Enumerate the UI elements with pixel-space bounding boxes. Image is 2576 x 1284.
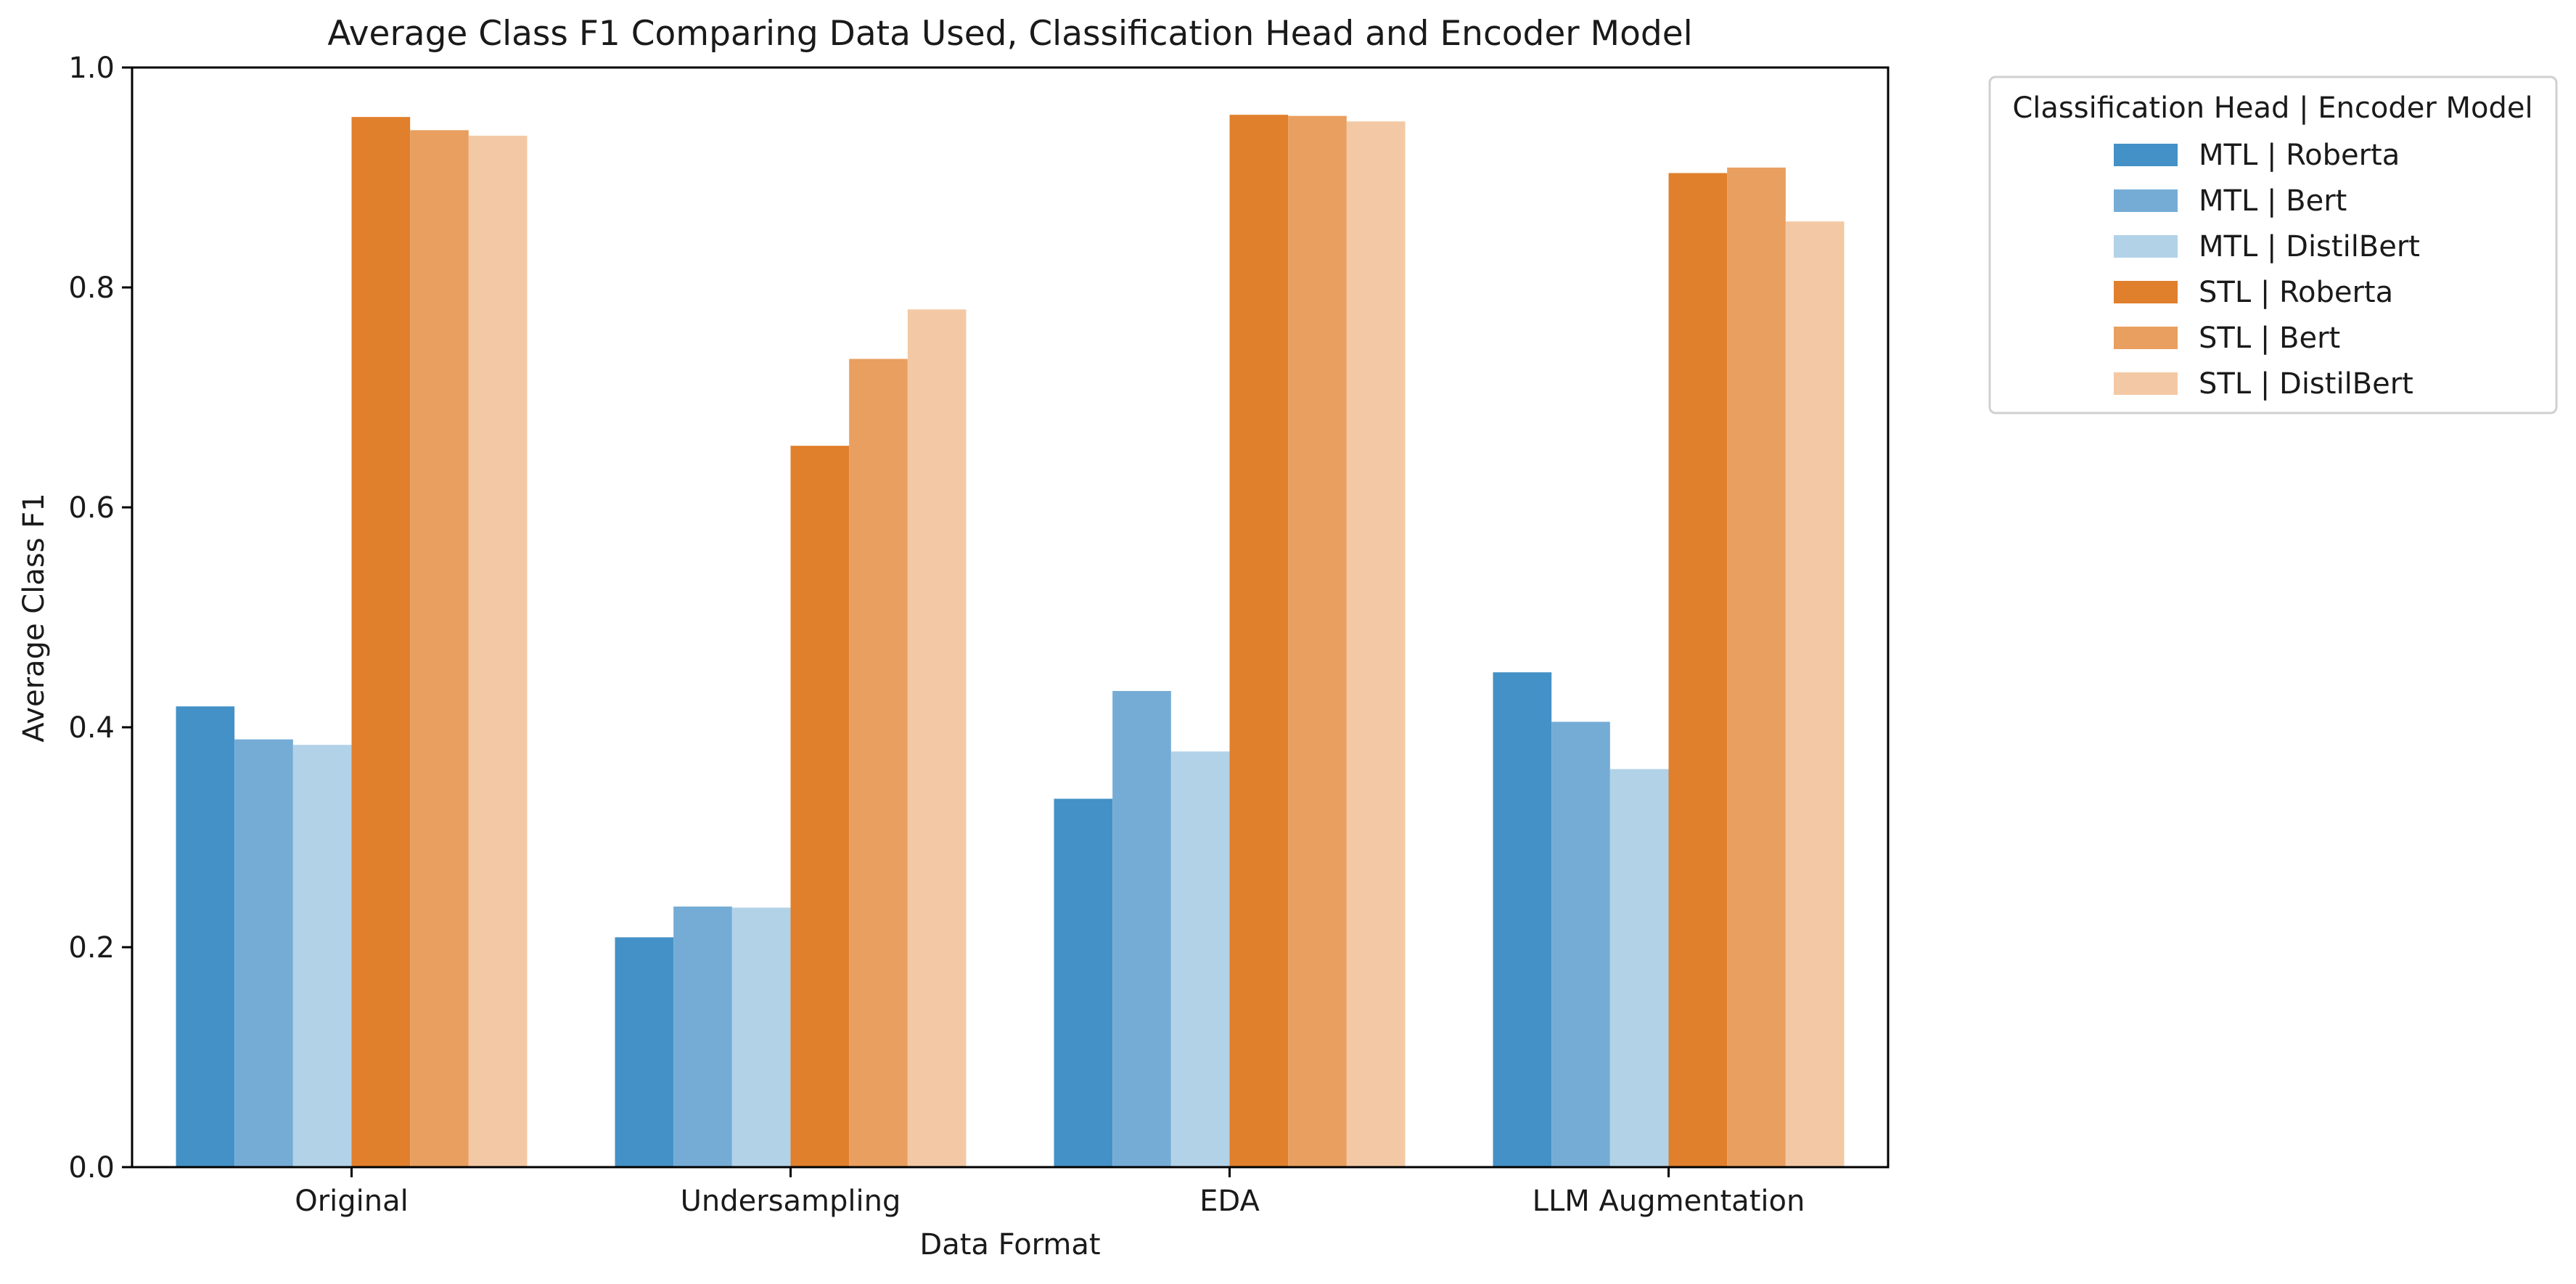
bar-mtl-roberta-undersampling — [615, 937, 674, 1167]
chart-title: Average Class F1 Comparing Data Used, Cl… — [327, 14, 1692, 54]
bar-stl-bert-original — [410, 130, 469, 1168]
bar-stl-distilbert-llm-augmentation — [1785, 221, 1845, 1168]
bar-mtl-bert-original — [234, 739, 293, 1167]
y-axis-ticks: 0.0 0.2 0.4 0.6 0.8 1.0 — [68, 52, 132, 1185]
bar-stl-bert-llm-augmentation — [1727, 167, 1786, 1168]
bar-stl-bert-eda — [1288, 115, 1347, 1167]
bar-mtl-distilbert-original — [292, 745, 352, 1167]
y-tick-label: 0.2 — [68, 931, 115, 965]
bar-stl-roberta-llm-augmentation — [1668, 173, 1728, 1168]
bar-mtl-distilbert-eda — [1170, 751, 1230, 1167]
legend-label-stl-roberta: STL | Roberta — [2199, 276, 2393, 309]
bar-mtl-bert-eda — [1112, 691, 1171, 1167]
bar-stl-roberta-eda — [1229, 115, 1289, 1167]
legend-label-mtl-bert: MTL | Bert — [2199, 184, 2347, 218]
x-axis-label: Data Format — [919, 1228, 1100, 1261]
bar-stl-roberta-undersampling — [790, 446, 850, 1167]
legend-label-stl-distilbert: STL | DistilBert — [2199, 367, 2413, 401]
legend-swatch-stl-roberta — [2114, 281, 2178, 303]
bar-mtl-distilbert-llm-augmentation — [1609, 769, 1669, 1167]
bar-stl-roberta-original — [351, 117, 411, 1167]
bar-mtl-bert-llm-augmentation — [1551, 721, 1610, 1167]
legend: Classification Head | Encoder Model MTL … — [1988, 75, 2558, 414]
y-tick-label: 0.4 — [68, 711, 115, 745]
bar-mtl-bert-undersampling — [673, 906, 732, 1167]
bar-mtl-roberta-original — [176, 706, 235, 1167]
bar-stl-distilbert-undersampling — [907, 309, 967, 1167]
bar-mtl-distilbert-undersampling — [731, 907, 791, 1167]
x-tick-label: EDA — [1199, 1185, 1260, 1218]
y-tick-label: 0.8 — [68, 271, 115, 305]
legend-title: Classification Head | Encoder Model — [2012, 91, 2532, 125]
legend-label-mtl-roberta: MTL | Roberta — [2199, 139, 2400, 172]
bars-group — [176, 115, 1845, 1168]
legend-swatch-mtl-distilbert — [2114, 235, 2178, 258]
legend-label-stl-bert: STL | Bert — [2199, 322, 2340, 355]
bar-stl-bert-undersampling — [849, 359, 908, 1168]
legend-swatch-stl-bert — [2114, 327, 2178, 349]
y-axis-label: Average Class F1 — [17, 493, 51, 742]
y-tick-label: 0.0 — [68, 1151, 115, 1185]
legend-swatch-stl-distilbert — [2114, 372, 2178, 395]
y-tick-label: 0.6 — [68, 491, 115, 525]
x-tick-label: Original — [295, 1185, 409, 1218]
x-axis-ticks: Original Undersampling EDA LLM Augmentation — [295, 1167, 1805, 1218]
bar-stl-distilbert-eda — [1346, 121, 1406, 1168]
legend-items: MTL | Roberta MTL | Bert MTL | DistilBert S… — [2114, 139, 2420, 401]
bar-mtl-roberta-llm-augmentation — [1493, 672, 1552, 1167]
bar-stl-distilbert-original — [468, 135, 528, 1168]
plot-area-frame — [131, 66, 1890, 1169]
y-tick-label: 1.0 — [68, 52, 115, 85]
bar-mtl-roberta-eda — [1054, 798, 1113, 1167]
legend-swatch-mtl-roberta — [2114, 144, 2178, 166]
legend-label-mtl-distilbert: MTL | DistilBert — [2199, 230, 2420, 263]
x-tick-label: LLM Augmentation — [1533, 1185, 1805, 1218]
legend-swatch-mtl-bert — [2114, 189, 2178, 212]
x-tick-label: Undersampling — [681, 1185, 901, 1218]
